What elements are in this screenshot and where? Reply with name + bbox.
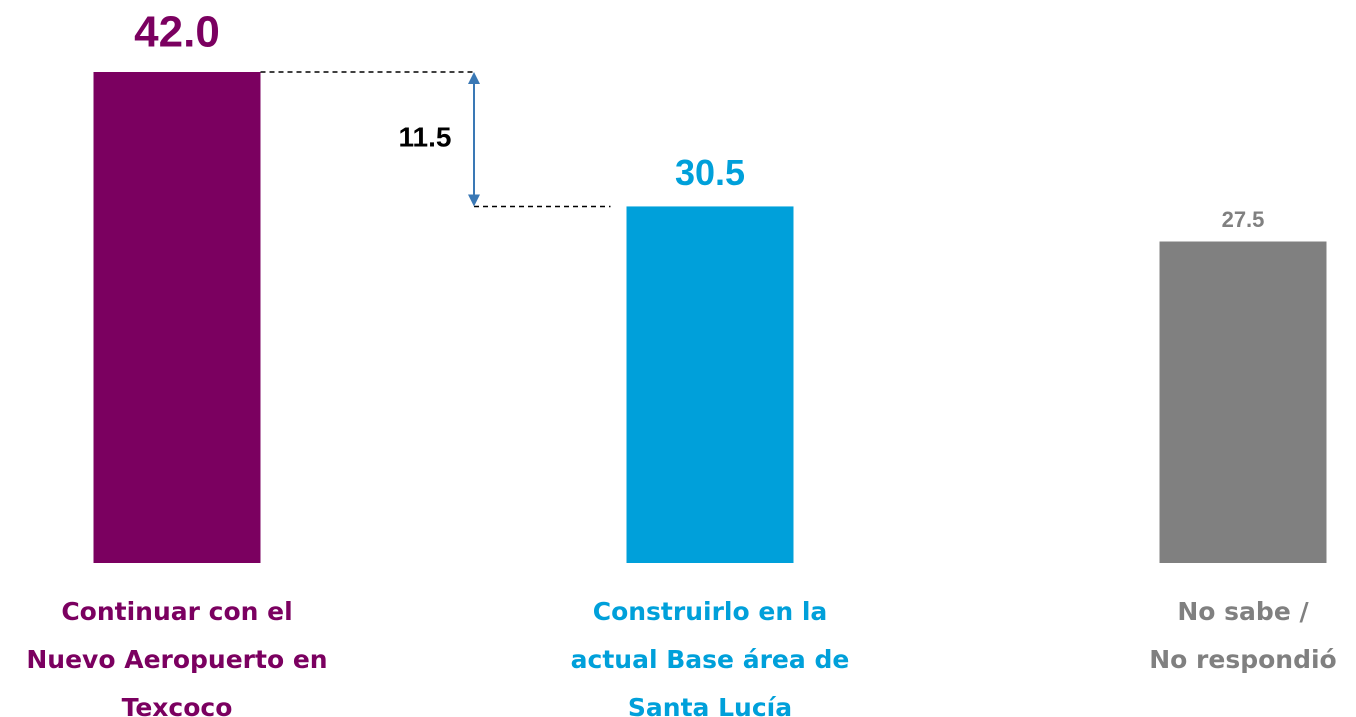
value-label: 42.0 xyxy=(134,8,220,57)
category-label: Construirlo en la actual Base área de Sa… xyxy=(570,597,850,717)
category-label: Continuar con el Nuevo Aeropuerto en Tex… xyxy=(26,597,328,717)
bar xyxy=(93,72,261,563)
arrow-head xyxy=(468,72,480,84)
category-label: No sabe / No respondió xyxy=(1149,597,1337,674)
arrow-head xyxy=(468,194,480,207)
value-label: 27.5 xyxy=(1222,207,1265,232)
value-label: 30.5 xyxy=(675,152,745,193)
bar xyxy=(626,206,794,563)
difference-label: 11.5 xyxy=(399,122,452,153)
bar xyxy=(1159,241,1327,563)
